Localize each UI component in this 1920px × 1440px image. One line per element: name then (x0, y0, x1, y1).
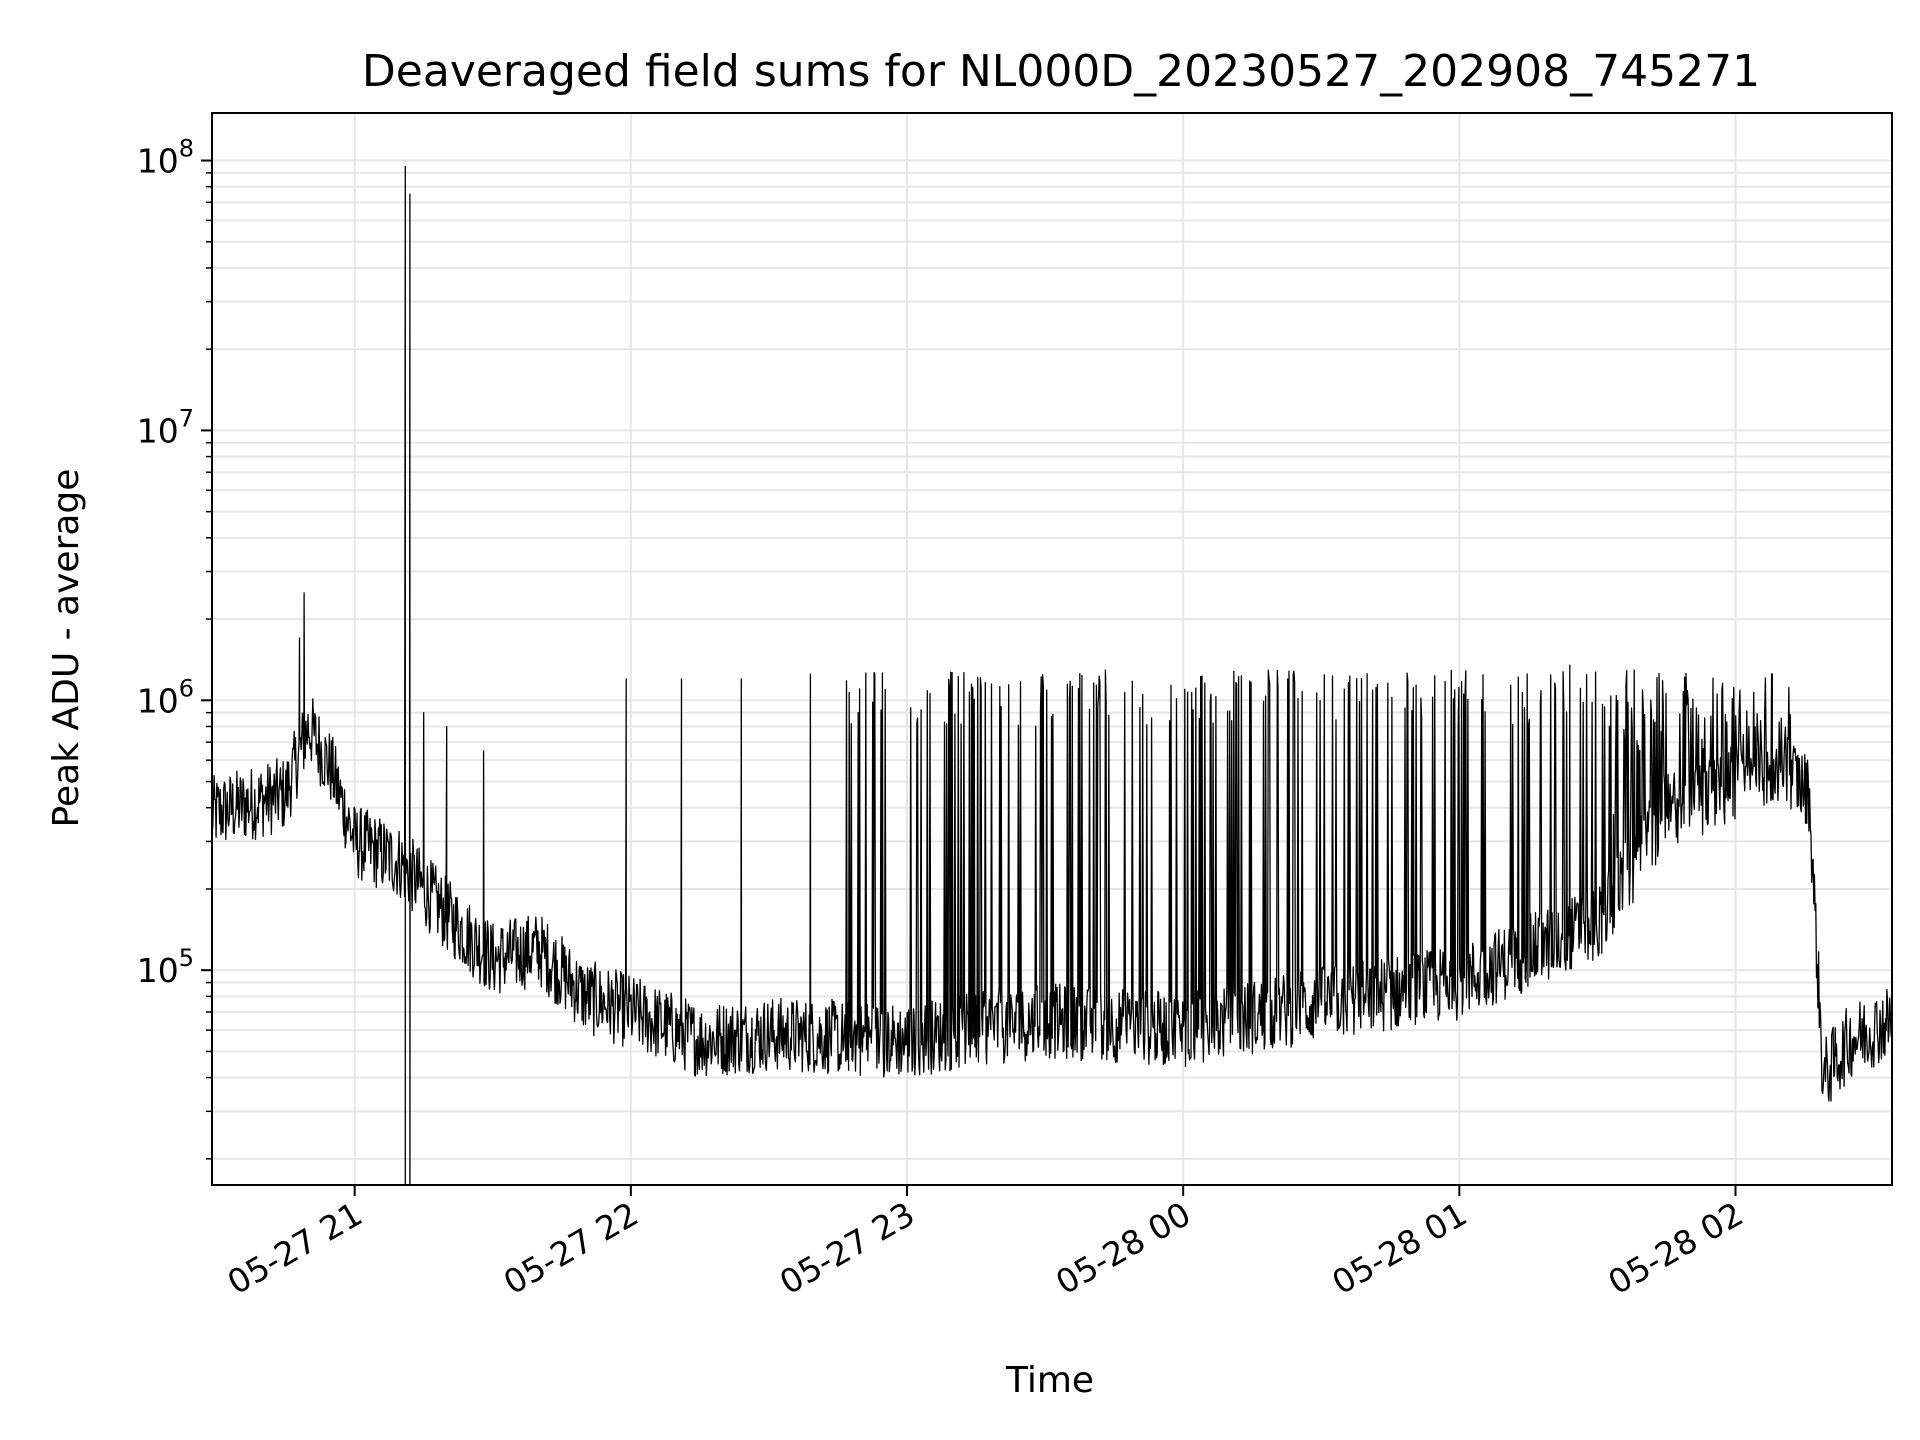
y-tick-label: 106 (137, 674, 194, 720)
x-tick-label: 05-28 02 (1602, 1194, 1750, 1302)
x-tick-label: 05-27 23 (773, 1194, 921, 1302)
chart-title: Deaveraged field sums for NL000D_2023052… (362, 46, 1760, 97)
x-tick-label: 05-28 01 (1325, 1194, 1473, 1302)
x-tick-label: 05-27 22 (497, 1194, 645, 1302)
series-line (212, 165, 1892, 1185)
x-tick-label: 05-28 00 (1049, 1194, 1197, 1302)
y-axis: 105 106 107 108 (137, 135, 212, 1160)
y-tick-label: 105 (137, 944, 194, 990)
y-tick-label: 108 (137, 135, 194, 181)
x-tick-label: 05-27 21 (221, 1194, 369, 1302)
y-tick-label: 107 (137, 404, 194, 450)
y-axis-label: Peak ADU - average (46, 469, 87, 828)
x-axis: 05-27 21 05-27 22 05-27 23 05-28 00 05-28 01… (221, 1185, 1750, 1302)
x-axis-label: Time (1005, 1360, 1094, 1401)
plot-frame (211, 112, 1893, 1186)
